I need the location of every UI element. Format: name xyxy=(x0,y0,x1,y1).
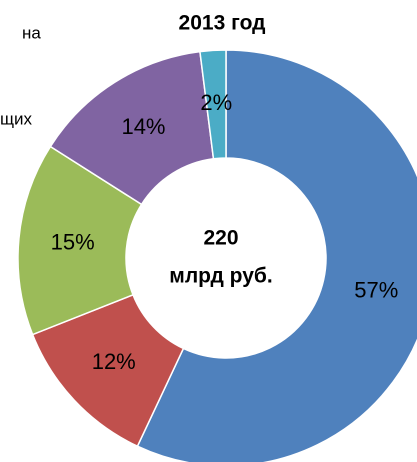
data-label: 12% xyxy=(92,349,136,374)
donut-segment xyxy=(136,49,417,462)
legend-fragment: на xyxy=(22,23,41,42)
data-label: 2% xyxy=(200,90,232,115)
center-label: млрд руб. xyxy=(169,265,272,288)
data-label: 57% xyxy=(354,277,398,302)
data-label: 14% xyxy=(121,114,165,139)
chart-title: 2013 год xyxy=(179,12,266,35)
data-label: 15% xyxy=(51,229,95,254)
center-label: 220 xyxy=(203,227,238,250)
donut-segment xyxy=(199,49,227,160)
donut-segment xyxy=(49,50,215,206)
legend-fragment: щих xyxy=(0,109,32,128)
donut-segment xyxy=(17,145,143,336)
